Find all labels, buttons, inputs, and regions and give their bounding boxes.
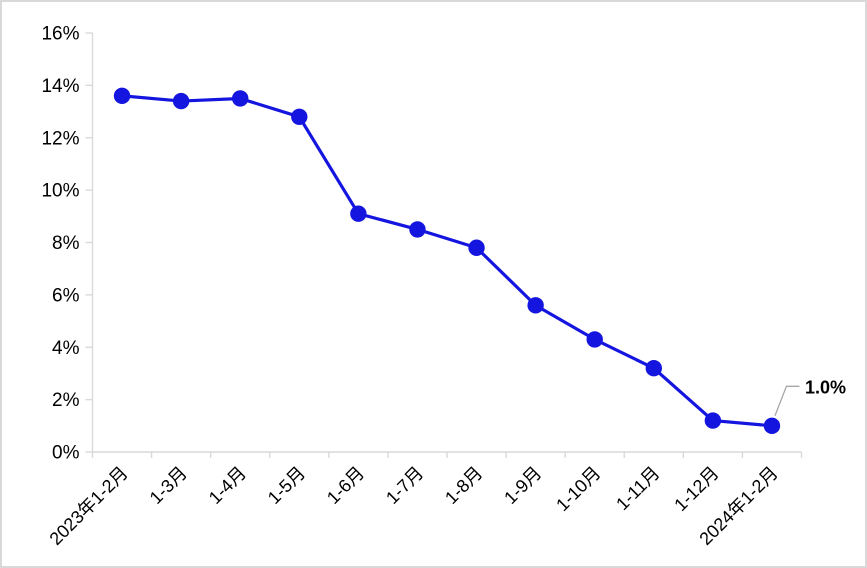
x-tick-label: 1-12月 — [670, 463, 722, 515]
x-tick-label: 1-8月 — [441, 463, 486, 508]
y-tick-label: 0% — [52, 443, 80, 464]
x-tick-label: 1-9月 — [500, 463, 545, 508]
data-point-marker — [468, 239, 485, 256]
data-point-marker — [527, 297, 544, 314]
data-point-marker — [350, 205, 367, 222]
x-tick-label: 1-6月 — [323, 463, 368, 508]
data-point-marker — [409, 221, 426, 238]
x-tick-label: 1-3月 — [146, 463, 191, 508]
data-point-marker — [645, 360, 662, 377]
y-tick-label: 12% — [41, 128, 79, 149]
data-point-marker — [586, 331, 603, 348]
data-point-marker — [232, 90, 249, 107]
data-point-marker — [763, 417, 781, 435]
data-point-marker — [704, 412, 722, 429]
y-tick-label: 10% — [41, 181, 79, 202]
y-tick-label: 14% — [41, 76, 79, 97]
y-tick-label: 8% — [52, 233, 80, 254]
annotation-leader-line — [774, 385, 800, 417]
x-tick-label: 2023年1-2月 — [46, 463, 132, 549]
x-tick-label: 1-7月 — [382, 463, 427, 508]
data-line — [120, 94, 774, 428]
y-tick-label: 4% — [52, 338, 80, 359]
x-tick-label: 1-10月 — [552, 463, 604, 515]
y-tick-label: 2% — [52, 390, 80, 411]
x-tick-label: 1-5月 — [264, 463, 309, 508]
x-tick-label: 1-4月 — [205, 463, 250, 508]
data-point-marker — [113, 87, 131, 105]
y-tick-label: 6% — [52, 285, 80, 306]
y-tick-label: 16% — [41, 24, 79, 45]
x-tick-label: 1-11月 — [612, 463, 663, 514]
data-point-marker — [291, 108, 308, 126]
annotation-label: 1.0% — [805, 377, 846, 397]
data-point-marker — [172, 92, 190, 110]
